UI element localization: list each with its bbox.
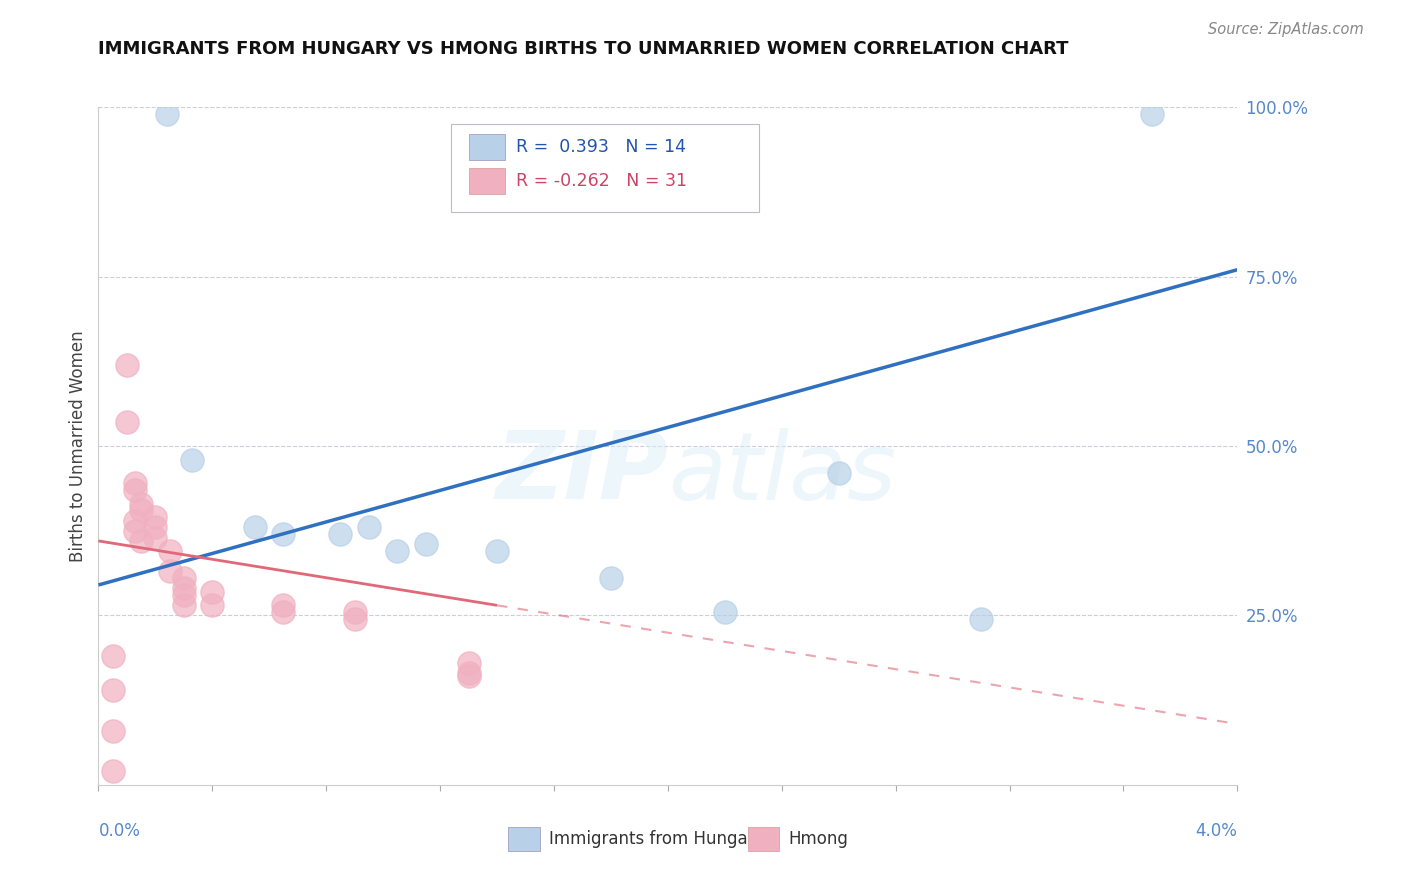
Point	[129, 497, 152, 511]
Point	[828, 466, 851, 480]
Point	[415, 537, 437, 551]
Point	[156, 107, 179, 121]
Point	[457, 669, 479, 683]
Point	[124, 514, 146, 528]
Point	[159, 565, 181, 579]
Point	[387, 544, 409, 558]
Y-axis label: Births to Unmarried Women: Births to Unmarried Women	[69, 330, 87, 562]
Point	[173, 599, 195, 613]
Point	[201, 599, 224, 613]
Point	[115, 358, 138, 372]
Point	[145, 510, 167, 524]
Point	[145, 531, 167, 545]
Point	[714, 605, 737, 619]
Text: IMMIGRANTS FROM HUNGARY VS HMONG BIRTHS TO UNMARRIED WOMEN CORRELATION CHART: IMMIGRANTS FROM HUNGARY VS HMONG BIRTHS …	[98, 40, 1069, 58]
Text: ZIP: ZIP	[495, 427, 668, 519]
Point	[124, 483, 146, 497]
Point	[145, 520, 167, 534]
FancyBboxPatch shape	[468, 168, 505, 194]
Point	[181, 452, 204, 467]
Point	[101, 683, 124, 698]
Point	[600, 571, 623, 585]
Text: R = -0.262   N = 31: R = -0.262 N = 31	[516, 172, 688, 190]
Point	[457, 656, 479, 670]
FancyBboxPatch shape	[509, 827, 540, 851]
Point	[243, 520, 266, 534]
Text: 4.0%: 4.0%	[1195, 822, 1237, 840]
Text: R =  0.393   N = 14: R = 0.393 N = 14	[516, 138, 686, 156]
Point	[129, 503, 152, 517]
Point	[457, 666, 479, 681]
Point	[101, 649, 124, 664]
FancyBboxPatch shape	[451, 124, 759, 212]
Point	[343, 612, 366, 626]
Point	[486, 544, 509, 558]
Point	[173, 571, 195, 585]
Point	[115, 415, 138, 429]
Point	[357, 520, 380, 534]
Point	[1140, 107, 1163, 121]
Point	[273, 599, 295, 613]
Point	[201, 584, 224, 599]
Point	[970, 612, 993, 626]
Point	[343, 605, 366, 619]
Text: Immigrants from Hungary: Immigrants from Hungary	[550, 830, 765, 848]
Point	[129, 533, 152, 548]
Point	[101, 723, 124, 738]
Point	[124, 524, 146, 538]
Point	[273, 527, 295, 541]
Point	[173, 588, 195, 602]
Point	[124, 476, 146, 491]
Point	[173, 582, 195, 596]
FancyBboxPatch shape	[468, 134, 505, 160]
Text: atlas: atlas	[668, 427, 896, 518]
Point	[101, 764, 124, 779]
FancyBboxPatch shape	[748, 827, 779, 851]
Point	[273, 605, 295, 619]
Text: Hmong: Hmong	[789, 830, 848, 848]
Text: Source: ZipAtlas.com: Source: ZipAtlas.com	[1208, 22, 1364, 37]
Text: 0.0%: 0.0%	[98, 822, 141, 840]
Point	[329, 527, 352, 541]
Point	[159, 544, 181, 558]
